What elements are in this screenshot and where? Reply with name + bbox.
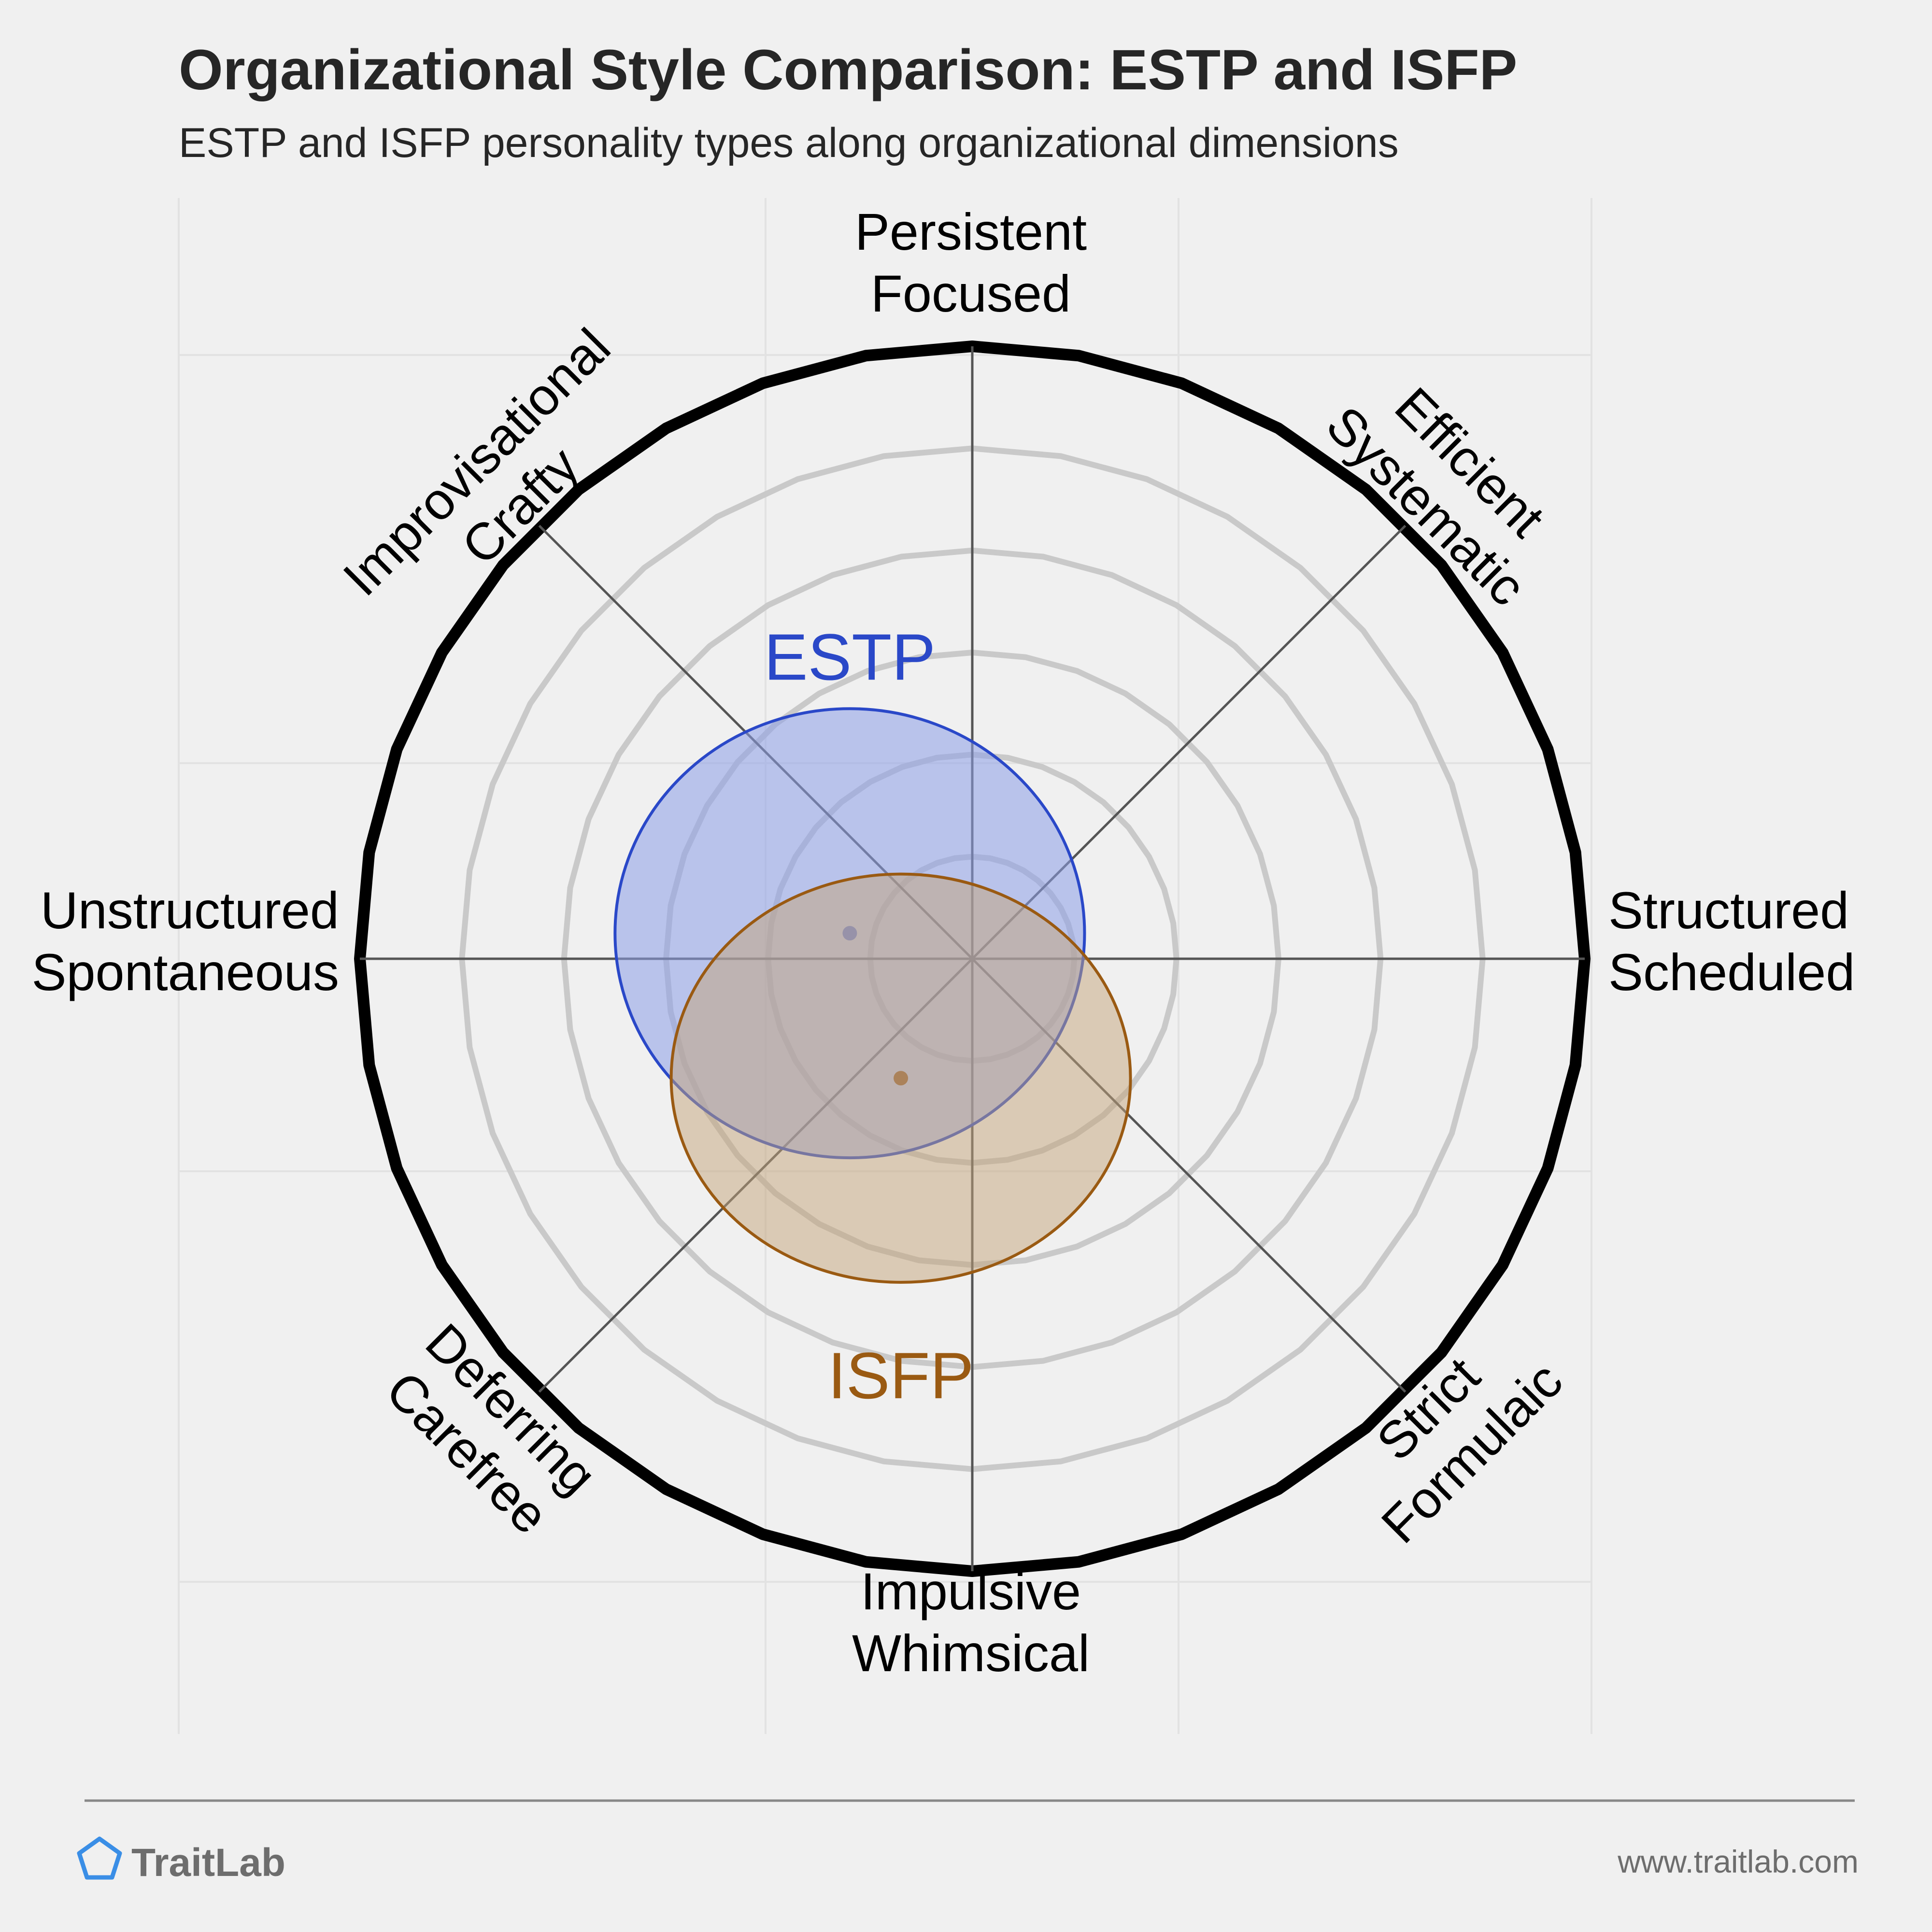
axis-label-structured: Structured Scheduled	[1608, 881, 1855, 1001]
chart-subtitle: ESTP and ISFP personality types along or…	[179, 120, 1399, 166]
axis-label-line: Scheduled	[1608, 943, 1855, 1001]
brand-url[interactable]: www.traitlab.com	[1617, 1844, 1859, 1879]
axis-label-line: Impulsive	[861, 1562, 1081, 1620]
axis-label-line: Spontaneous	[31, 943, 339, 1001]
series-layer: ESTP ISFP	[613, 620, 1132, 1412]
axis-label-line: Structured	[1608, 881, 1849, 939]
axis-label-unstructured: Unstructured Spontaneous	[31, 881, 339, 1001]
axis-label-line: Whimsical	[852, 1624, 1090, 1682]
axis-label-deferring: DeferringCarefree	[371, 1312, 608, 1549]
series-label-estp: ESTP	[764, 620, 936, 694]
series-point-isfp	[894, 1071, 909, 1086]
axis-label-line: Focused	[871, 264, 1071, 323]
axis-label-impulsive: Impulsive Whimsical	[852, 1562, 1090, 1682]
axis-label-line: Unstructured	[41, 881, 339, 939]
axis-label-line: Persistent	[855, 202, 1087, 261]
chart-title: Organizational Style Comparison: ESTP an…	[179, 38, 1517, 102]
brand-name: TraitLab	[131, 1841, 285, 1885]
pentagon-icon	[77, 1836, 122, 1880]
series-label-isfp: ISFP	[828, 1339, 974, 1412]
axis-label-persistent: Persistent Focused	[855, 202, 1087, 323]
